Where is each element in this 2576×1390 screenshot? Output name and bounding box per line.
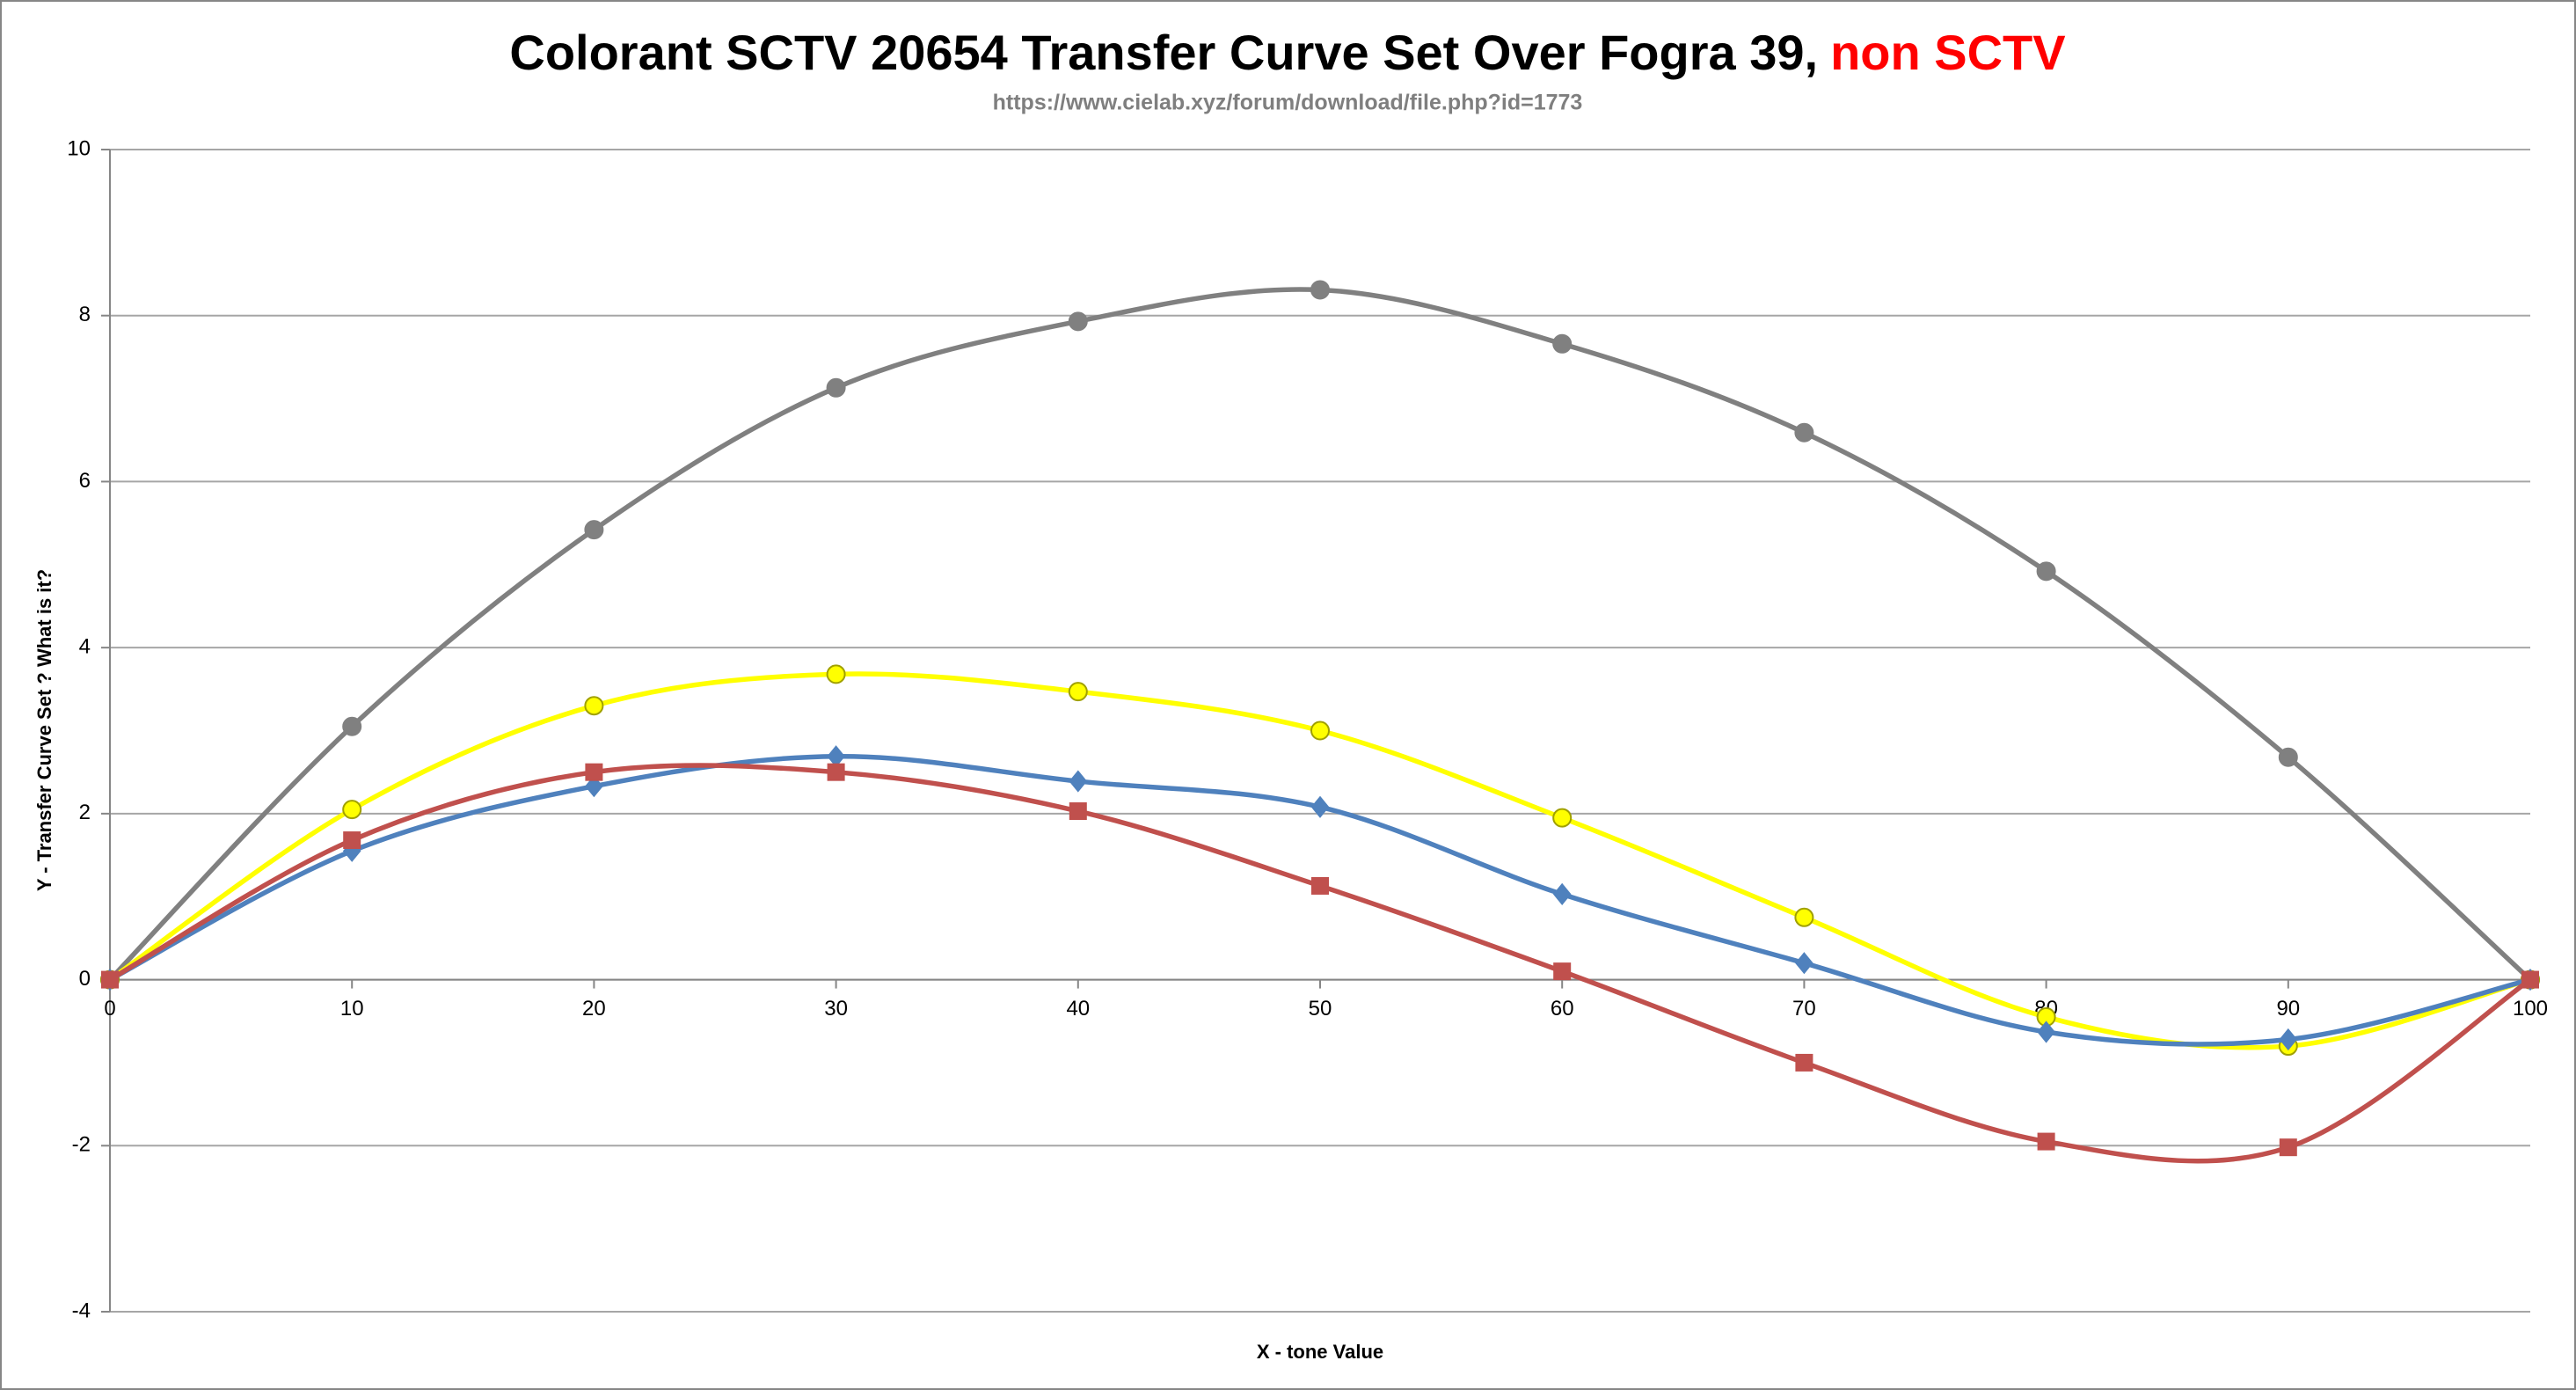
marker <box>342 716 362 736</box>
marker <box>584 520 604 540</box>
marker <box>1553 962 1572 981</box>
x-tick-label: 10 <box>340 997 364 1021</box>
x-axis-label: X - tone Value <box>1257 1341 1383 1363</box>
marker <box>827 763 845 781</box>
marker <box>1310 795 1330 818</box>
title-highlight: non SCTV <box>1830 25 2066 80</box>
chart-title: Colorant SCTV 20654 Transfer Curve Set O… <box>509 25 2065 80</box>
marker <box>2279 1138 2297 1157</box>
marker <box>584 696 604 716</box>
marker <box>1068 311 1088 332</box>
marker <box>1552 808 1573 828</box>
marker <box>343 831 361 850</box>
marker <box>1310 721 1330 741</box>
marker <box>1795 952 1813 975</box>
x-tick-label: 50 <box>1309 997 1332 1021</box>
y-tick-label: 4 <box>79 634 91 658</box>
x-tick-label: 70 <box>1792 997 1816 1021</box>
marker <box>1068 682 1088 702</box>
x-tick-label: 0 <box>104 997 115 1021</box>
x-tick-label: 30 <box>824 997 848 1021</box>
x-tick-label: 60 <box>1551 997 1574 1021</box>
marker <box>1794 422 1814 443</box>
title-main: Colorant SCTV 20654 Transfer Curve Set O… <box>509 25 1818 80</box>
y-tick-label: 10 <box>67 136 91 160</box>
marker <box>1310 280 1330 300</box>
chart-subtitle: https://www.cielab.xyz/forum/download/fi… <box>993 91 1583 115</box>
marker <box>585 775 603 798</box>
marker <box>2036 561 2056 582</box>
marker <box>1069 770 1088 793</box>
marker <box>585 763 603 781</box>
y-tick-label: 0 <box>79 967 91 991</box>
marker <box>2037 1132 2055 1151</box>
marker <box>1795 1053 1813 1072</box>
marker <box>1311 876 1329 895</box>
marker <box>2279 1028 2298 1051</box>
marker <box>2037 1021 2055 1043</box>
marker <box>1552 882 1572 905</box>
y-tick-label: -4 <box>72 1299 91 1322</box>
marker <box>826 377 846 398</box>
y-tick-label: 6 <box>79 469 91 493</box>
y-tick-label: 2 <box>79 801 91 824</box>
x-tick-label: 90 <box>2276 997 2300 1021</box>
marker <box>2278 747 2298 767</box>
x-tick-label: 100 <box>2513 997 2548 1021</box>
marker <box>826 664 846 684</box>
x-tick-label: 40 <box>1066 997 1090 1021</box>
y-tick-label: -2 <box>72 1133 91 1157</box>
marker <box>1794 907 1814 927</box>
marker <box>2521 970 2539 989</box>
y-tick-label: 8 <box>79 303 91 326</box>
marker <box>101 970 119 989</box>
marker <box>1552 333 1573 354</box>
x-tick-label: 20 <box>582 997 606 1021</box>
y-axis-label: Y - Transfer Curve Set ? What is it? <box>33 569 55 891</box>
marker <box>342 800 362 820</box>
series-line <box>108 763 2532 1164</box>
marker <box>1069 802 1087 821</box>
